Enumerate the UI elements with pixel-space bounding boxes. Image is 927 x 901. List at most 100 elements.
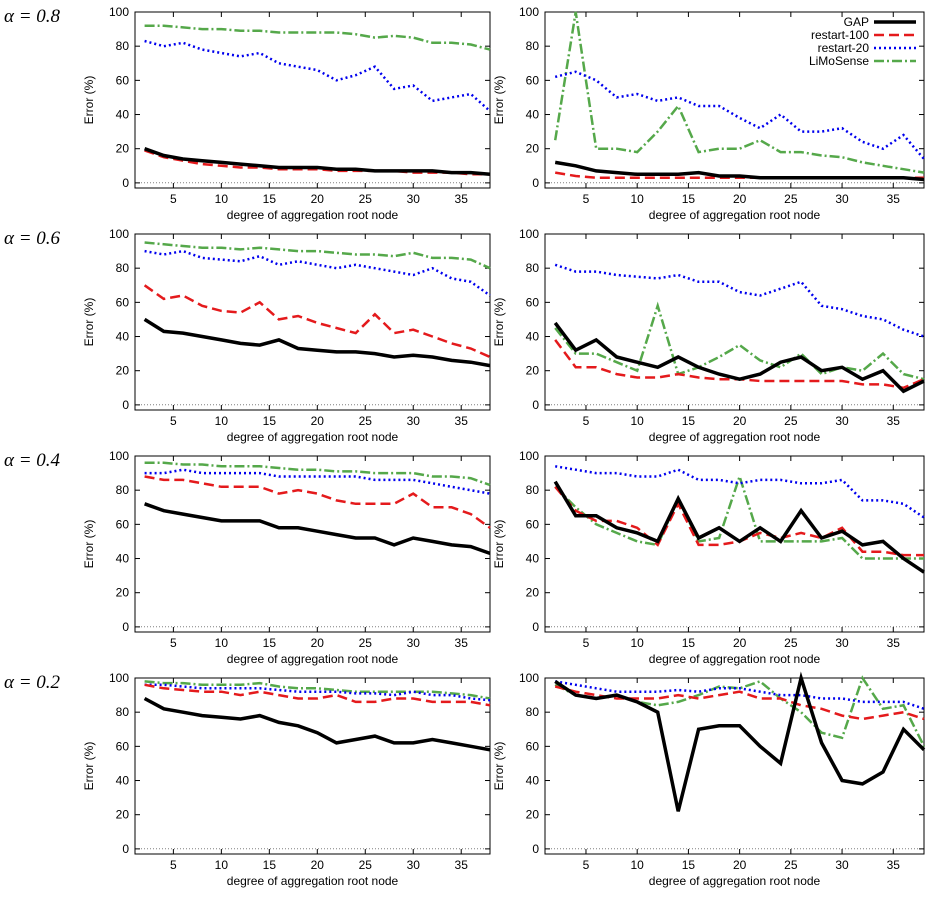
x-tick-label: 5 — [583, 192, 590, 206]
y-axis-label: Error (%) — [492, 520, 506, 569]
x-tick-label: 15 — [682, 636, 696, 650]
x-axis-label: degree of aggregation root node — [227, 874, 399, 888]
x-tick-label: 20 — [311, 636, 325, 650]
x-axis-label: degree of aggregation root node — [227, 208, 399, 222]
x-tick-label: 15 — [263, 414, 277, 428]
x-tick-label: 5 — [583, 636, 590, 650]
x-tick-label: 10 — [215, 192, 229, 206]
x-tick-label: 15 — [682, 414, 696, 428]
y-tick-label: 80 — [116, 705, 130, 719]
x-tick-label: 20 — [733, 636, 747, 650]
panel: 0 20 40 60 80 100 5 10 15 20 25 30 35 degree of aggre… — [82, 5, 491, 222]
x-axis-label: degree of aggregation root node — [227, 652, 399, 666]
y-tick-label: 40 — [116, 774, 130, 788]
y-tick-label: 80 — [526, 483, 540, 497]
x-tick-label: 35 — [887, 636, 901, 650]
plot-frame — [134, 677, 491, 855]
y-tick-label: 80 — [526, 261, 540, 275]
series-line — [554, 301, 925, 381]
y-tick-label: 40 — [116, 552, 130, 566]
series-line — [554, 671, 926, 812]
series-line — [553, 11, 925, 174]
plot-frame — [544, 233, 925, 411]
x-tick-label: 30 — [835, 192, 849, 206]
y-tick-label: 80 — [116, 39, 130, 53]
y-tick-label: 40 — [116, 330, 130, 344]
y-axis-label: Error (%) — [492, 76, 506, 125]
panel: 0 20 40 60 80 100 5 10 15 20 25 30 35 degree of aggre… — [492, 227, 925, 444]
x-tick-label: 25 — [784, 192, 798, 206]
row-label: α = 0.6 — [4, 228, 61, 249]
x-tick-label: 30 — [407, 192, 421, 206]
y-tick-label: 20 — [116, 808, 130, 822]
x-tick-label: 30 — [835, 636, 849, 650]
series-line — [144, 461, 491, 487]
x-tick-label: 20 — [733, 858, 747, 872]
y-axis-label: Error (%) — [82, 742, 96, 791]
y-tick-label: 80 — [116, 261, 130, 275]
y-tick-label: 20 — [116, 142, 130, 156]
x-tick-label: 5 — [170, 858, 177, 872]
y-tick-label: 60 — [116, 73, 130, 87]
plot-frame — [134, 11, 491, 189]
series-line — [554, 680, 925, 710]
x-tick-label: 20 — [311, 858, 325, 872]
y-tick-label: 0 — [122, 842, 129, 856]
panel: 0 20 40 60 80 100 5 10 15 20 25 30 35 degree of aggre… — [492, 671, 926, 888]
panel: 0 20 40 60 80 100 5 10 15 20 25 30 35 degree of aggre… — [492, 449, 925, 666]
x-tick-label: 10 — [215, 858, 229, 872]
y-tick-label: 100 — [109, 227, 129, 241]
x-axis-label: degree of aggregation root node — [227, 430, 399, 444]
y-tick-label: 100 — [519, 227, 539, 241]
plot-frame — [544, 11, 925, 189]
panel: 0 20 40 60 80 100 5 10 15 20 25 30 35 degree of aggre… — [82, 227, 491, 444]
x-tick-label: 5 — [583, 414, 590, 428]
y-tick-label: 40 — [526, 774, 540, 788]
series-line — [143, 696, 491, 752]
series-line — [144, 502, 491, 556]
x-tick-label: 35 — [887, 192, 901, 206]
plot-frame — [544, 677, 925, 855]
y-tick-label: 100 — [109, 5, 129, 19]
series-line — [144, 683, 491, 707]
y-tick-label: 20 — [116, 586, 130, 600]
x-tick-label: 25 — [784, 858, 798, 872]
series-line — [554, 160, 925, 182]
series-line — [144, 680, 491, 700]
panel: 0 20 40 60 80 100 5 10 15 20 25 30 35 degree of aggre… — [492, 5, 925, 222]
legend-label: restart-20 — [818, 41, 870, 55]
y-tick-label: 40 — [526, 108, 540, 122]
x-tick-label: 35 — [455, 636, 469, 650]
x-tick-label: 30 — [407, 414, 421, 428]
panel: 0 20 40 60 80 100 5 10 15 20 25 30 35 degree of aggre… — [82, 449, 491, 666]
y-tick-label: 80 — [526, 39, 540, 53]
x-tick-label: 10 — [631, 636, 645, 650]
x-tick-label: 5 — [170, 414, 177, 428]
series-line — [144, 147, 491, 177]
x-tick-label: 30 — [407, 858, 421, 872]
plot-frame — [544, 455, 925, 633]
y-tick-label: 20 — [526, 586, 540, 600]
y-axis-label: Error (%) — [82, 298, 96, 347]
x-tick-label: 35 — [455, 192, 469, 206]
x-tick-label: 15 — [263, 192, 277, 206]
y-tick-label: 100 — [519, 5, 539, 19]
row-label: α = 0.8 — [4, 6, 61, 27]
x-tick-label: 25 — [359, 414, 373, 428]
series-line — [554, 263, 925, 338]
y-tick-label: 100 — [109, 449, 129, 463]
x-tick-label: 35 — [887, 858, 901, 872]
y-tick-label: 60 — [526, 295, 540, 309]
x-tick-label: 15 — [263, 636, 277, 650]
y-tick-label: 0 — [532, 620, 539, 634]
series-line — [144, 241, 491, 270]
y-tick-label: 80 — [116, 483, 130, 497]
y-tick-label: 60 — [116, 739, 130, 753]
x-tick-label: 10 — [215, 636, 229, 650]
series-line — [143, 317, 491, 368]
x-tick-label: 30 — [835, 414, 849, 428]
y-tick-label: 100 — [109, 671, 129, 685]
row-label: α = 0.2 — [4, 672, 61, 693]
y-tick-label: 0 — [532, 398, 539, 412]
